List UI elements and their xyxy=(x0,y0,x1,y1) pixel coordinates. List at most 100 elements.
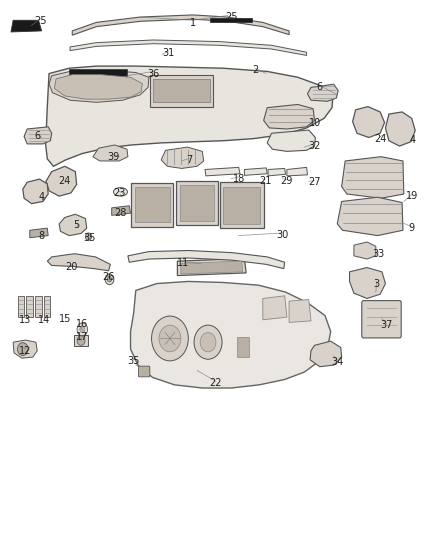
Polygon shape xyxy=(69,69,127,76)
Text: 32: 32 xyxy=(308,141,321,151)
Text: 25: 25 xyxy=(34,17,46,26)
Text: 16: 16 xyxy=(76,319,88,329)
Polygon shape xyxy=(47,254,110,271)
Polygon shape xyxy=(161,147,204,168)
Text: 1: 1 xyxy=(190,19,196,28)
Text: 27: 27 xyxy=(308,177,321,187)
Text: 33: 33 xyxy=(373,249,385,259)
Text: 29: 29 xyxy=(281,176,293,186)
Polygon shape xyxy=(54,75,142,99)
Circle shape xyxy=(105,274,114,285)
Text: 15: 15 xyxy=(59,314,71,324)
Text: 6: 6 xyxy=(34,131,40,141)
Polygon shape xyxy=(310,341,342,367)
Text: 34: 34 xyxy=(331,358,343,367)
Text: 28: 28 xyxy=(114,208,127,218)
Text: 37: 37 xyxy=(380,320,392,330)
Text: 18: 18 xyxy=(233,174,245,183)
Circle shape xyxy=(107,277,112,282)
FancyBboxPatch shape xyxy=(26,296,33,317)
Polygon shape xyxy=(307,84,338,101)
Text: 24: 24 xyxy=(59,176,71,186)
Polygon shape xyxy=(59,214,87,236)
Text: 7: 7 xyxy=(186,155,192,165)
Text: 23: 23 xyxy=(113,188,125,198)
Text: 12: 12 xyxy=(19,346,32,356)
Polygon shape xyxy=(49,70,149,102)
Polygon shape xyxy=(220,182,264,228)
Text: 35: 35 xyxy=(84,233,96,243)
Text: 20: 20 xyxy=(65,262,78,271)
Text: 6: 6 xyxy=(317,83,323,92)
Text: 9: 9 xyxy=(409,223,415,233)
FancyBboxPatch shape xyxy=(18,296,24,317)
Polygon shape xyxy=(24,127,52,144)
Circle shape xyxy=(18,343,28,356)
Text: 35: 35 xyxy=(127,357,140,366)
Text: 13: 13 xyxy=(19,315,32,325)
Text: 10: 10 xyxy=(309,118,321,127)
Polygon shape xyxy=(350,268,385,298)
FancyBboxPatch shape xyxy=(138,366,150,377)
Circle shape xyxy=(194,325,222,359)
Text: 4: 4 xyxy=(39,192,45,202)
Polygon shape xyxy=(223,187,260,224)
Text: 14: 14 xyxy=(38,315,50,325)
Circle shape xyxy=(77,336,85,345)
Text: 25: 25 xyxy=(225,12,237,22)
Polygon shape xyxy=(13,340,37,358)
Polygon shape xyxy=(287,167,307,176)
Circle shape xyxy=(77,323,88,336)
Polygon shape xyxy=(205,167,240,176)
Text: 4: 4 xyxy=(410,135,416,144)
FancyBboxPatch shape xyxy=(237,337,249,357)
Text: 2: 2 xyxy=(252,66,258,75)
Polygon shape xyxy=(353,107,385,138)
Polygon shape xyxy=(177,259,246,276)
Polygon shape xyxy=(46,166,77,196)
Polygon shape xyxy=(23,179,48,204)
FancyBboxPatch shape xyxy=(362,301,401,338)
Circle shape xyxy=(85,233,92,240)
Polygon shape xyxy=(112,206,131,215)
Text: 39: 39 xyxy=(107,152,119,161)
Polygon shape xyxy=(70,40,307,55)
Polygon shape xyxy=(11,20,42,32)
Text: 21: 21 xyxy=(259,176,271,186)
Polygon shape xyxy=(244,168,267,175)
FancyBboxPatch shape xyxy=(150,75,213,107)
Text: 22: 22 xyxy=(209,378,222,387)
Text: 17: 17 xyxy=(76,332,88,342)
Polygon shape xyxy=(128,251,285,269)
FancyBboxPatch shape xyxy=(153,79,210,102)
Text: 8: 8 xyxy=(39,231,45,240)
Polygon shape xyxy=(180,185,214,221)
Polygon shape xyxy=(46,66,333,166)
Polygon shape xyxy=(176,181,218,225)
Polygon shape xyxy=(135,187,170,222)
Text: 24: 24 xyxy=(374,134,386,143)
Circle shape xyxy=(152,316,188,361)
Polygon shape xyxy=(72,15,289,35)
Polygon shape xyxy=(131,281,331,388)
Polygon shape xyxy=(30,228,48,238)
FancyBboxPatch shape xyxy=(35,296,42,317)
Polygon shape xyxy=(264,104,314,129)
Polygon shape xyxy=(210,18,252,22)
Polygon shape xyxy=(263,296,287,320)
Polygon shape xyxy=(181,261,243,274)
FancyBboxPatch shape xyxy=(44,296,50,317)
Polygon shape xyxy=(385,112,415,146)
Ellipse shape xyxy=(113,188,127,196)
Polygon shape xyxy=(354,242,376,259)
Text: 31: 31 xyxy=(162,49,175,58)
Text: 26: 26 xyxy=(102,272,115,282)
Polygon shape xyxy=(74,335,88,346)
Text: 36: 36 xyxy=(147,69,159,78)
Polygon shape xyxy=(93,145,128,161)
Circle shape xyxy=(159,325,181,352)
Polygon shape xyxy=(131,183,173,227)
Circle shape xyxy=(200,333,216,352)
Polygon shape xyxy=(267,130,315,151)
Text: 5: 5 xyxy=(74,220,80,230)
